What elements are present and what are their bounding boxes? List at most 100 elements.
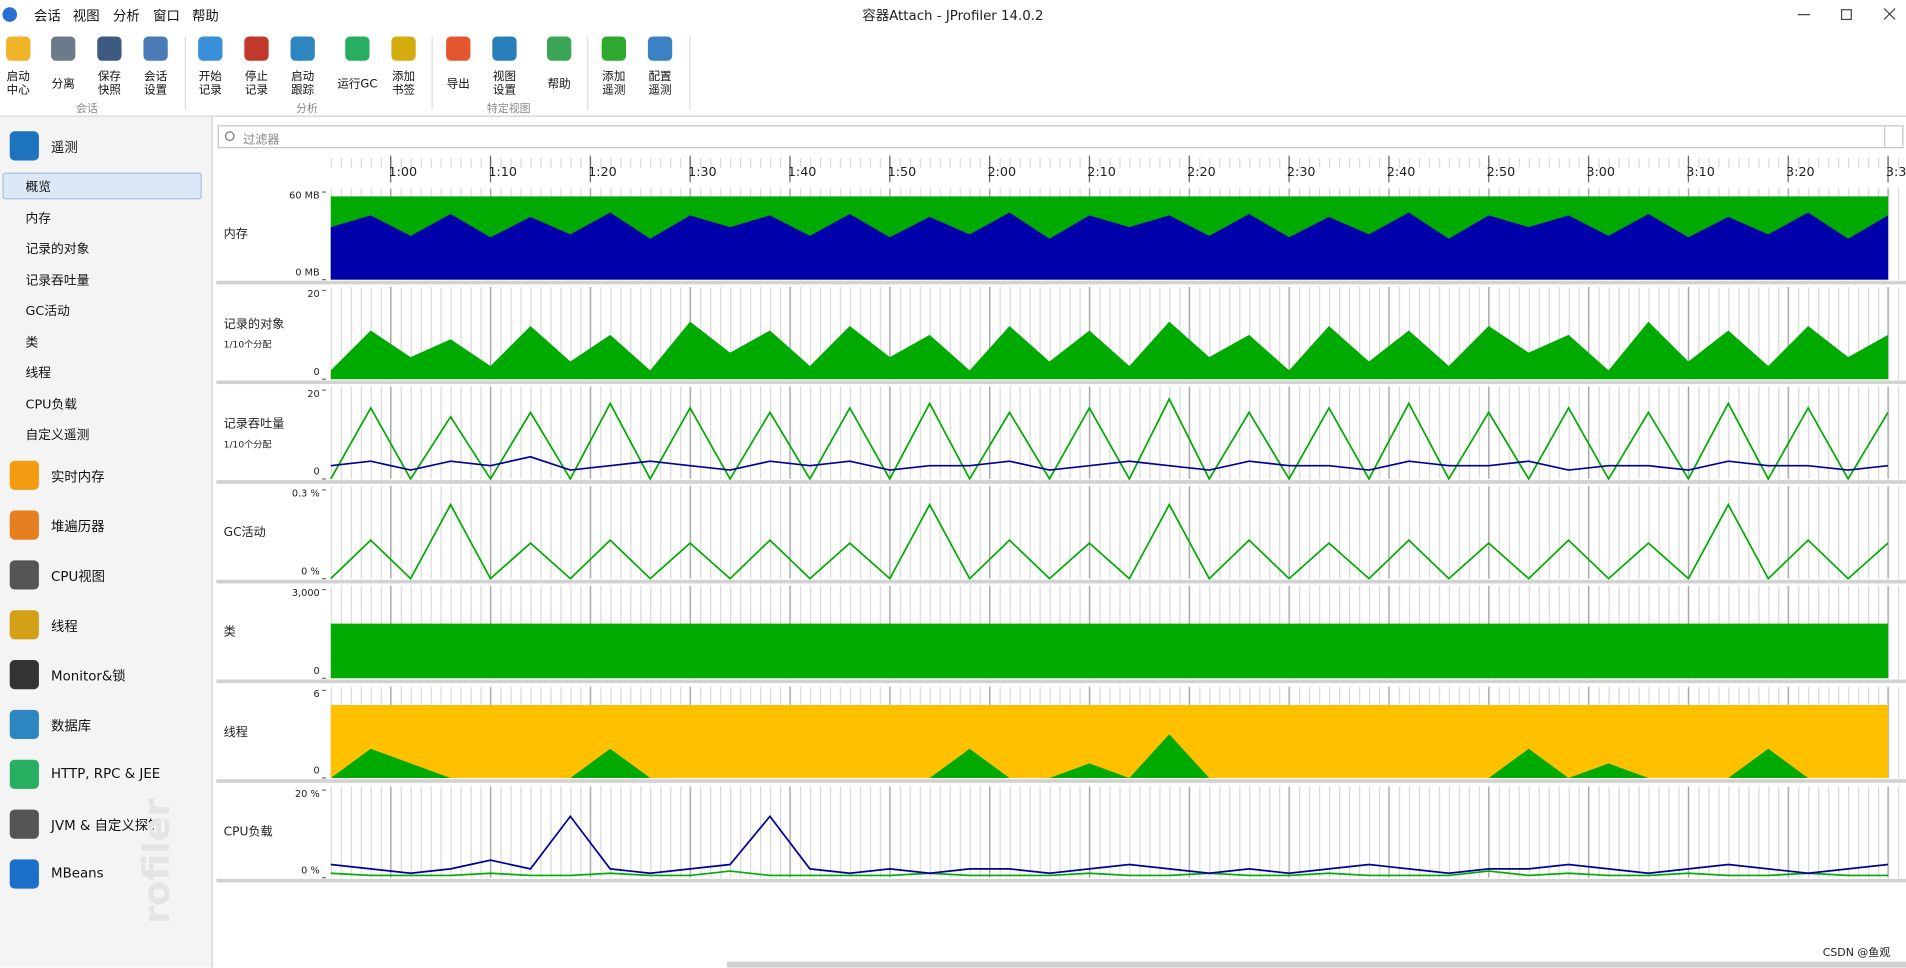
toolbar-icon xyxy=(244,36,269,61)
sidebar-item[interactable]: 类 xyxy=(25,334,39,350)
menu-item[interactable]: 分析 xyxy=(113,8,140,25)
y-tick-label: 6 xyxy=(314,689,320,700)
sidebar-item[interactable]: 线程 xyxy=(25,365,52,381)
y-tick-label: 0 xyxy=(314,766,320,777)
telemetry-line xyxy=(330,397,1889,481)
sidebar-item[interactable]: 概览 xyxy=(25,179,52,195)
toolbar-button[interactable]: 导出 xyxy=(435,34,481,97)
toolbar-icon xyxy=(647,36,673,61)
telemetry-line xyxy=(330,502,1889,580)
telemetry-area xyxy=(330,321,1889,380)
sidebar-icon xyxy=(9,660,39,690)
sidebar-section[interactable]: MBeans xyxy=(51,865,104,882)
sidebar-section[interactable]: CPU视图 xyxy=(51,568,105,585)
sidebar-item[interactable]: 记录吞吐量 xyxy=(25,272,90,288)
toolbar-label: 设置 xyxy=(492,83,517,98)
y-tick-label: 20 % xyxy=(295,789,320,800)
sidebar-section[interactable]: Monitor&锁 xyxy=(51,668,126,685)
telemetry-area xyxy=(330,623,1889,679)
toolbar-button[interactable]: 保存 快照 xyxy=(86,34,132,97)
sidebar-item[interactable]: GC活动 xyxy=(25,303,70,319)
toolbar-icon xyxy=(391,36,416,61)
panel-separator xyxy=(216,280,1906,285)
sidebar-selection xyxy=(2,172,202,200)
panel-label: 内存 xyxy=(224,226,248,240)
sidebar-section[interactable]: HTTP, RPC & JEE xyxy=(51,765,161,782)
y-tick-label: 0 % xyxy=(301,566,320,577)
menu-item[interactable]: 视图 xyxy=(72,8,100,25)
sidebar-section[interactable]: 实时内存 xyxy=(51,469,105,486)
y-tick-label: 20 xyxy=(307,289,319,300)
time-axis-label: 1:30 xyxy=(688,165,717,180)
h-scrollbar[interactable] xyxy=(726,961,1906,968)
menu-item[interactable]: 会话 xyxy=(34,8,61,25)
toolbar-button[interactable]: 启动 中心 xyxy=(0,34,41,97)
panel-label: CPU负载 xyxy=(224,825,273,839)
sidebar-item[interactable]: 记录的对象 xyxy=(25,241,90,257)
panel-separator xyxy=(216,380,1906,385)
time-axis-label: 3:00 xyxy=(1586,165,1615,180)
toolbar-button[interactable]: 启动 跟踪 xyxy=(280,34,326,97)
toolbar-group-label: 分析 xyxy=(295,103,318,116)
title-bar xyxy=(0,0,1906,31)
toolbar-label: 遥测 xyxy=(602,83,626,98)
toolbar-icon xyxy=(97,36,122,61)
toolbar-label: 书签 xyxy=(391,83,416,98)
sidebar-section[interactable]: 遥测 xyxy=(51,139,78,156)
sidebar-item[interactable]: CPU负载 xyxy=(25,396,78,412)
toolbar-button[interactable]: 配置 遥测 xyxy=(637,34,683,97)
window-controls[interactable] xyxy=(1797,8,1896,21)
panel-separator xyxy=(216,878,1906,883)
sidebar-section[interactable]: 线程 xyxy=(51,618,78,635)
toolbar-button[interactable]: 开始 记录 xyxy=(187,34,233,97)
toolbar-icon xyxy=(446,36,471,61)
window-title: 容器Attach - JProfiler 14.0.2 xyxy=(862,7,1043,24)
y-tick-label: 60 MB xyxy=(289,191,320,202)
sidebar-item[interactable]: 内存 xyxy=(25,210,52,226)
toolbar-icon xyxy=(601,36,627,61)
toolbar-label: 停止 xyxy=(244,70,269,84)
toolbar-button[interactable]: 运行GC xyxy=(334,34,380,97)
menu-item[interactable]: 帮助 xyxy=(192,8,219,25)
toolbar-label: 添加 xyxy=(391,70,416,84)
sidebar-icon xyxy=(9,859,39,889)
panel-minor-grid xyxy=(325,486,1906,579)
sidebar-icon xyxy=(9,759,39,789)
toolbar-label: 启动 xyxy=(6,70,30,84)
toolbar-label: 配置 xyxy=(648,70,672,84)
sidebar-icon xyxy=(9,560,39,590)
panel-separator xyxy=(216,579,1906,584)
app-icon xyxy=(2,7,18,22)
sidebar-icon xyxy=(9,809,39,839)
toolbar-button[interactable]: 添加 书签 xyxy=(380,34,426,97)
sidebar-icon xyxy=(9,610,39,640)
toolbar-icon xyxy=(290,36,315,61)
toolbar-label: 添加 xyxy=(602,70,626,84)
time-axis-label: 3:20 xyxy=(1786,165,1815,180)
toolbar-button[interactable]: 分离 xyxy=(40,34,86,97)
time-axis-label: 2:00 xyxy=(987,165,1016,180)
panel-label: 记录的对象 xyxy=(224,316,285,331)
telemetry-line xyxy=(330,814,1889,875)
sidebar-section[interactable]: JVM & 自定义探针 xyxy=(51,818,162,834)
sidebar-icon xyxy=(9,510,39,540)
menu-item[interactable]: 窗口 xyxy=(153,8,180,25)
toolbar-button[interactable]: 帮助 xyxy=(536,34,582,97)
toolbar-button[interactable]: 添加 遥测 xyxy=(591,34,637,97)
filter-input[interactable]: 过滤器 xyxy=(217,125,1904,149)
toolbar-label: 快照 xyxy=(97,83,121,98)
toolbar-button[interactable]: 会话 设置 xyxy=(132,34,178,97)
toolbar-button[interactable]: 停止 记录 xyxy=(233,34,279,97)
toolbar-label: 记录 xyxy=(244,83,269,98)
toolbar-button[interactable]: 视图 设置 xyxy=(481,34,527,97)
sidebar-item[interactable]: 自定义遥测 xyxy=(25,427,90,443)
time-axis-label: 2:10 xyxy=(1087,165,1116,180)
panel-minor-grid xyxy=(325,786,1906,878)
sidebar-section[interactable]: 数据库 xyxy=(51,718,92,735)
sidebar-section[interactable]: 堆遍历器 xyxy=(51,519,105,535)
filter-dropdown[interactable] xyxy=(1884,126,1902,148)
sidebar-icon xyxy=(9,709,39,740)
time-axis-label: 1:00 xyxy=(388,165,417,180)
y-tick-label: 0.3 % xyxy=(292,489,320,500)
